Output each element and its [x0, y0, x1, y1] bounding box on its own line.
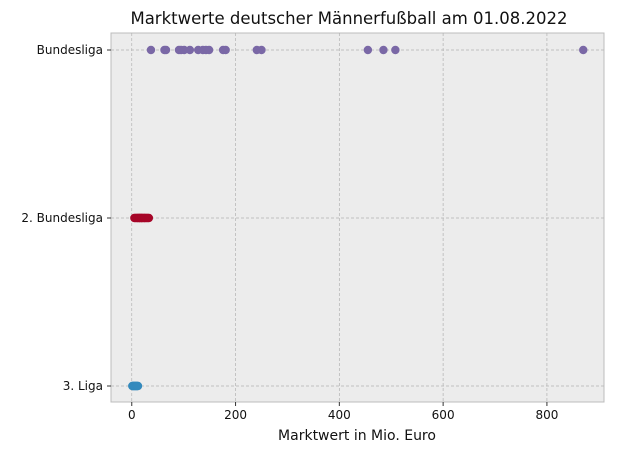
y-tick-label: 2. Bundesliga — [21, 211, 103, 225]
data-point — [144, 213, 154, 223]
data-point — [204, 45, 214, 55]
data-point — [221, 45, 230, 55]
data-points — [128, 45, 588, 391]
data-point — [579, 45, 588, 55]
y-tick-label: Bundesliga — [37, 43, 103, 57]
data-point — [363, 45, 373, 55]
x-tick-label: 0 — [128, 408, 136, 422]
data-point — [185, 45, 195, 55]
x-axis-label: Marktwert in Mio. Euro — [278, 428, 436, 444]
x-tick-label: 200 — [224, 408, 247, 422]
x-tick-label: 400 — [328, 408, 351, 422]
data-point — [133, 381, 143, 391]
x-tick-label: 600 — [432, 408, 455, 422]
data-point — [146, 45, 156, 55]
data-point — [257, 45, 266, 55]
y-tick-label: 3. Liga — [63, 379, 103, 393]
x-tick-label: 800 — [535, 408, 558, 422]
data-point — [391, 45, 400, 55]
data-point — [161, 45, 171, 55]
data-point — [379, 45, 388, 55]
chart-title: Marktwerte deutscher Männerfußball am 01… — [130, 9, 567, 28]
plot-area — [110, 32, 605, 403]
axis-ticks: 0 200 400 600 800 3. Liga 2. Bundesliga Bundesl… — [21, 43, 558, 422]
